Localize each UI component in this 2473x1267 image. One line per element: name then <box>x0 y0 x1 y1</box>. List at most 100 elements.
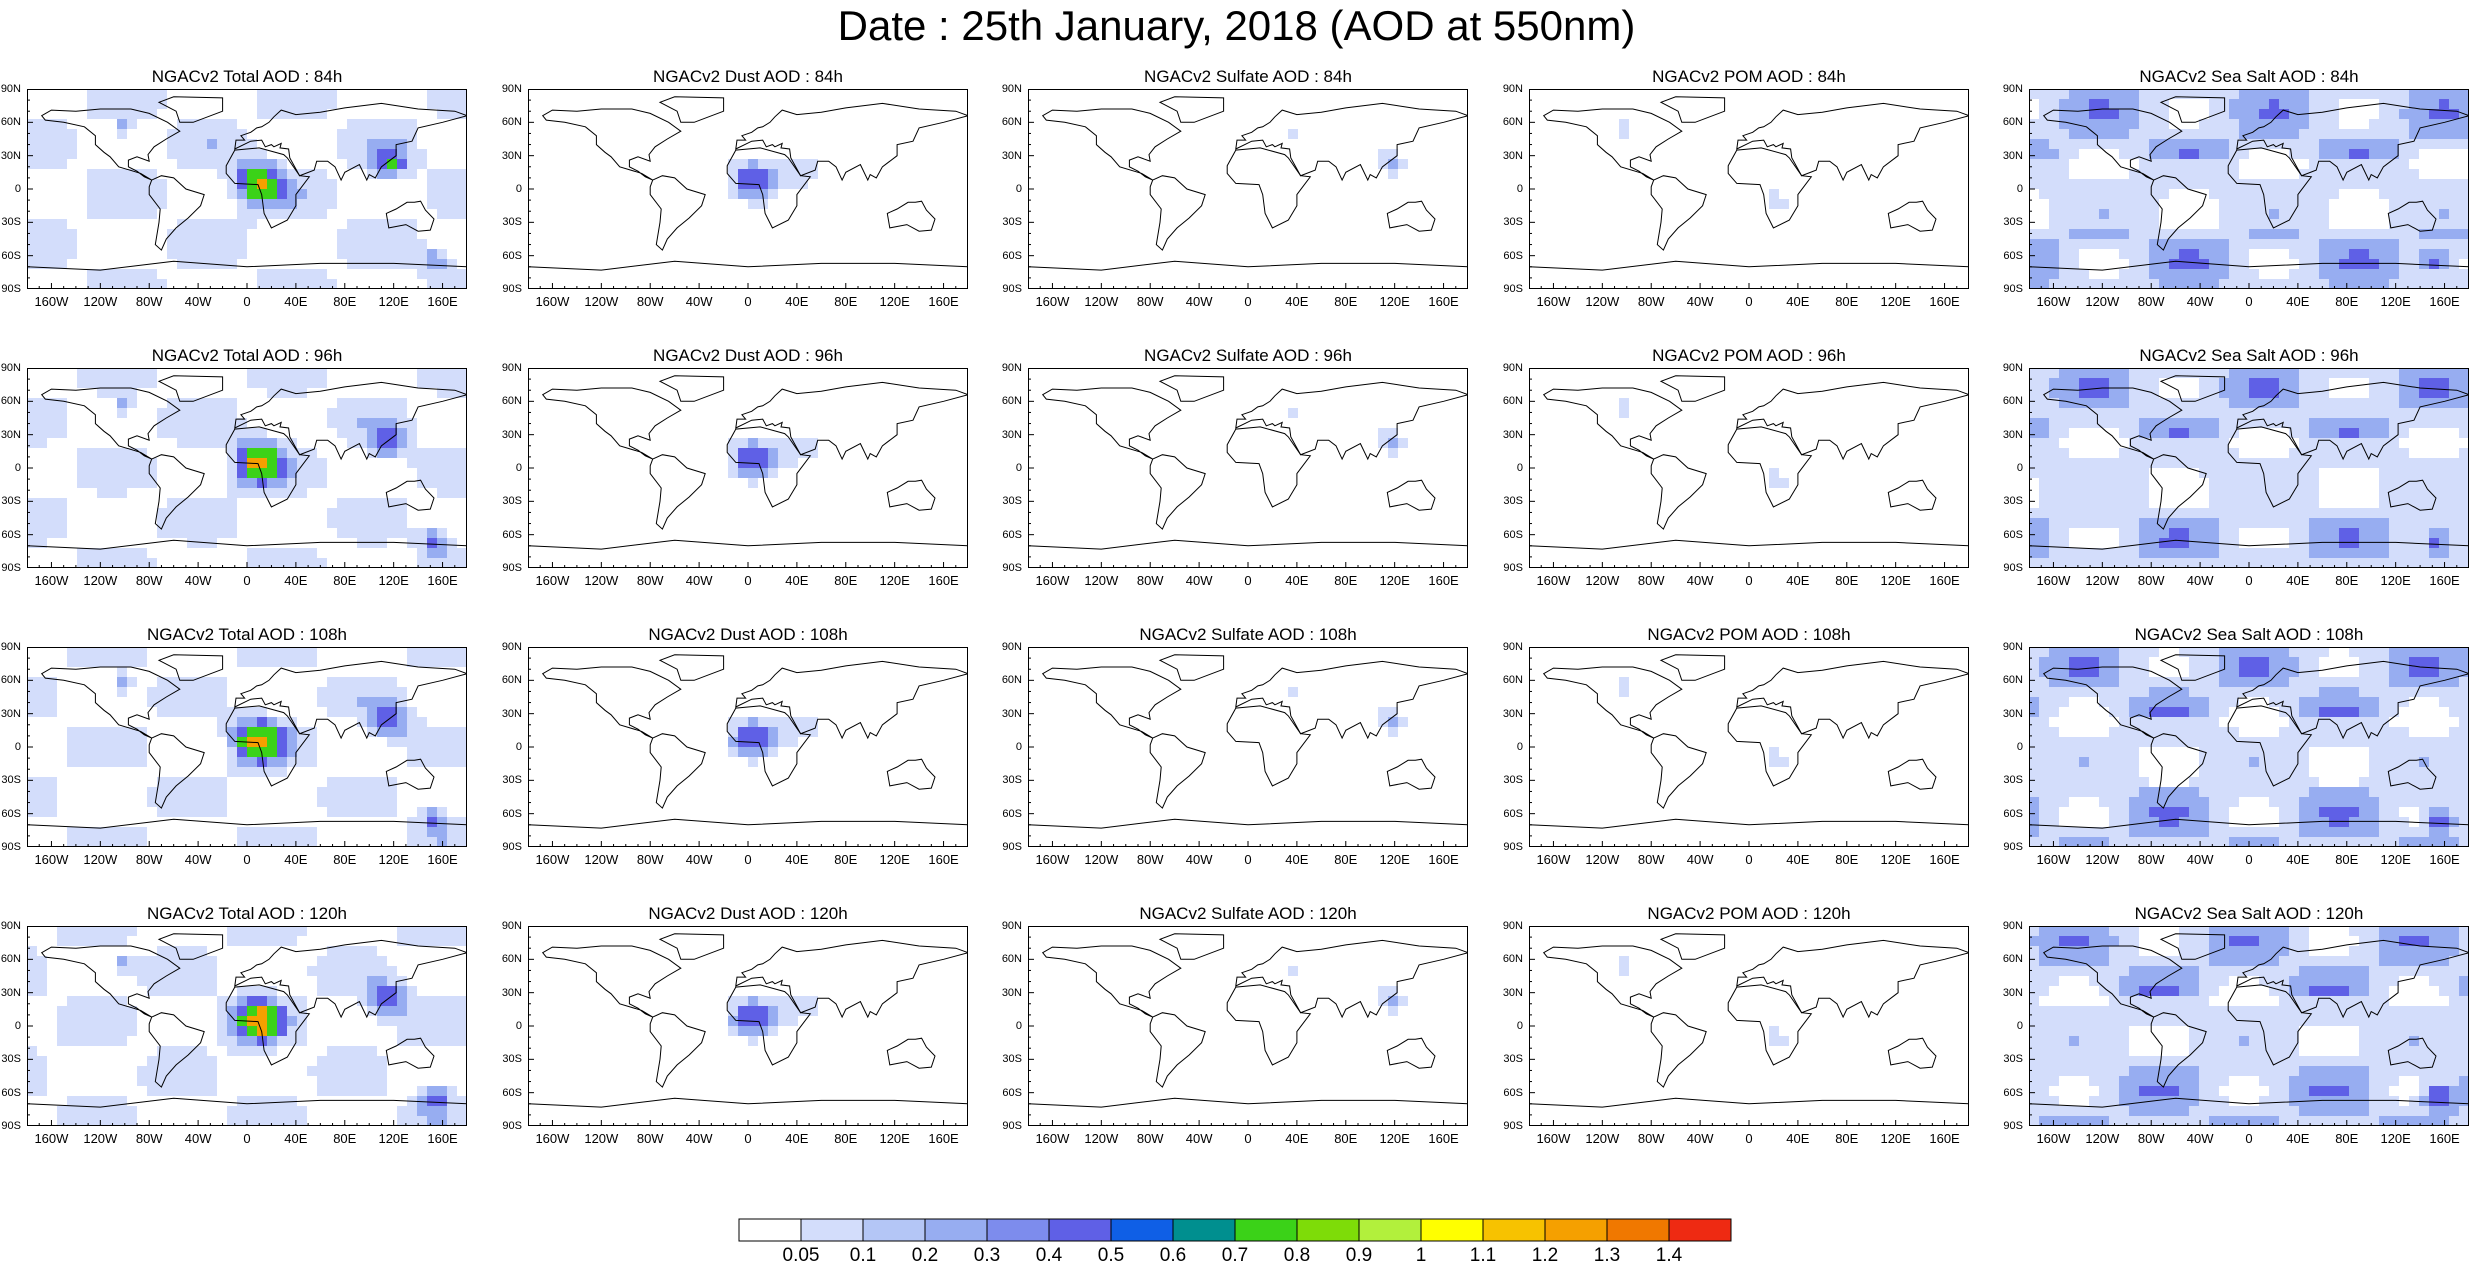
world-map <box>1529 647 1969 847</box>
colorbar-box <box>1297 1219 1359 1241</box>
lat-label: 60S <box>1495 529 1523 541</box>
lon-label: 40W <box>2178 853 2222 867</box>
colorbar-label: 0.5 <box>1081 1245 1141 1267</box>
lat-label: 90S <box>494 562 522 574</box>
coastline-sa <box>650 1013 705 1087</box>
panel-title: NGACv2 Sea Salt AOD : 108h <box>2029 623 2469 647</box>
lat-label: 0 <box>994 183 1022 195</box>
lon-label: 40W <box>1678 574 1722 588</box>
aod-field <box>27 368 467 568</box>
world-map <box>1028 647 1468 847</box>
lon-label: 160E <box>922 853 966 867</box>
world-map <box>1529 89 1969 289</box>
lat-label: 90S <box>494 1120 522 1132</box>
lon-label: 40E <box>1776 853 1820 867</box>
lat-label: 90N <box>0 920 21 932</box>
coastline-na <box>543 946 681 1017</box>
coastline-gl <box>1160 97 1224 123</box>
lon-label: 160W <box>2031 295 2075 309</box>
coastline-au <box>1387 1038 1435 1068</box>
lat-label: 90N <box>494 83 522 95</box>
lat-label: 0 <box>0 741 21 753</box>
lon-label: 160E <box>1923 574 1967 588</box>
coastline-gl <box>660 97 724 123</box>
lon-label: 120E <box>873 1132 917 1146</box>
lat-label: 90N <box>494 641 522 653</box>
lon-label: 80W <box>127 853 171 867</box>
lon-label: 0 <box>2227 295 2271 309</box>
lat-label: 90N <box>1495 641 1523 653</box>
panel-title: NGACv2 POM AOD : 84h <box>1529 65 1969 89</box>
lon-label: 0 <box>726 1132 770 1146</box>
lon-label: 160W <box>2031 1132 2075 1146</box>
lon-label: 0 <box>1727 574 1771 588</box>
coastline-au <box>1888 1038 1936 1068</box>
lat-label: 30N <box>1495 987 1523 999</box>
lat-label: 60N <box>994 395 1022 407</box>
lat-label: 60N <box>994 116 1022 128</box>
lon-label: 0 <box>225 295 269 309</box>
lon-label: 40W <box>176 295 220 309</box>
lat-label: 30N <box>1995 987 2023 999</box>
lon-label: 160W <box>1531 1132 1575 1146</box>
lon-label: 40E <box>2276 295 2320 309</box>
lon-label: 120W <box>1580 853 1624 867</box>
lat-label: 90S <box>1495 283 1523 295</box>
lon-label: 160W <box>1030 1132 1074 1146</box>
lon-label: 120W <box>579 1132 623 1146</box>
panel-title: NGACv2 Dust AOD : 96h <box>528 344 968 368</box>
lat-label: 90N <box>494 362 522 374</box>
world-map <box>27 647 467 847</box>
lon-label: 0 <box>1727 295 1771 309</box>
lat-label: 30S <box>994 1053 1022 1065</box>
aod-field <box>2029 368 2469 568</box>
lon-label: 80W <box>1128 574 1172 588</box>
lon-label: 120E <box>2374 1132 2418 1146</box>
lon-label: 120W <box>78 1132 122 1146</box>
lon-label: 80W <box>1629 574 1673 588</box>
colorbar-label: 0.8 <box>1267 1245 1327 1267</box>
lon-label: 160W <box>29 853 73 867</box>
coastline-au <box>1888 201 1936 231</box>
lon-label: 160E <box>1422 1132 1466 1146</box>
lon-label: 120E <box>873 295 917 309</box>
lat-label: 60N <box>1995 395 2023 407</box>
lon-label: 160W <box>1531 295 1575 309</box>
lat-label: 90N <box>994 83 1022 95</box>
lat-label: 90N <box>1495 362 1523 374</box>
lon-label: 160E <box>421 295 465 309</box>
lat-label: 30S <box>1995 1053 2023 1065</box>
lon-label: 80E <box>824 1132 868 1146</box>
lon-label: 0 <box>1727 1132 1771 1146</box>
lat-label: 60N <box>0 116 21 128</box>
coastline-au <box>1888 480 1936 510</box>
world-map <box>27 368 467 568</box>
lat-label: 60S <box>494 529 522 541</box>
lon-label: 160W <box>29 1132 73 1146</box>
coastline-au <box>887 480 935 510</box>
lon-label: 0 <box>1226 295 1270 309</box>
coastline-na <box>543 109 681 180</box>
lon-label: 160W <box>2031 574 2075 588</box>
panel-title: NGACv2 Dust AOD : 84h <box>528 65 968 89</box>
lon-label: 160E <box>2423 295 2467 309</box>
map-border <box>1029 369 1468 568</box>
lon-label: 120W <box>1580 1132 1624 1146</box>
lon-label: 40W <box>677 853 721 867</box>
lon-label: 160E <box>922 574 966 588</box>
world-map <box>27 926 467 1126</box>
lon-label: 80E <box>1324 853 1368 867</box>
main-title: Date : 25th January, 2018 (AOD at 550nm) <box>0 2 2473 50</box>
lon-label: 0 <box>726 295 770 309</box>
lat-label: 90S <box>1995 283 2023 295</box>
lon-label: 120E <box>1874 853 1918 867</box>
lon-label: 160W <box>530 853 574 867</box>
lon-label: 160E <box>1923 853 1967 867</box>
lat-label: 60N <box>494 674 522 686</box>
lat-label: 60S <box>0 529 21 541</box>
